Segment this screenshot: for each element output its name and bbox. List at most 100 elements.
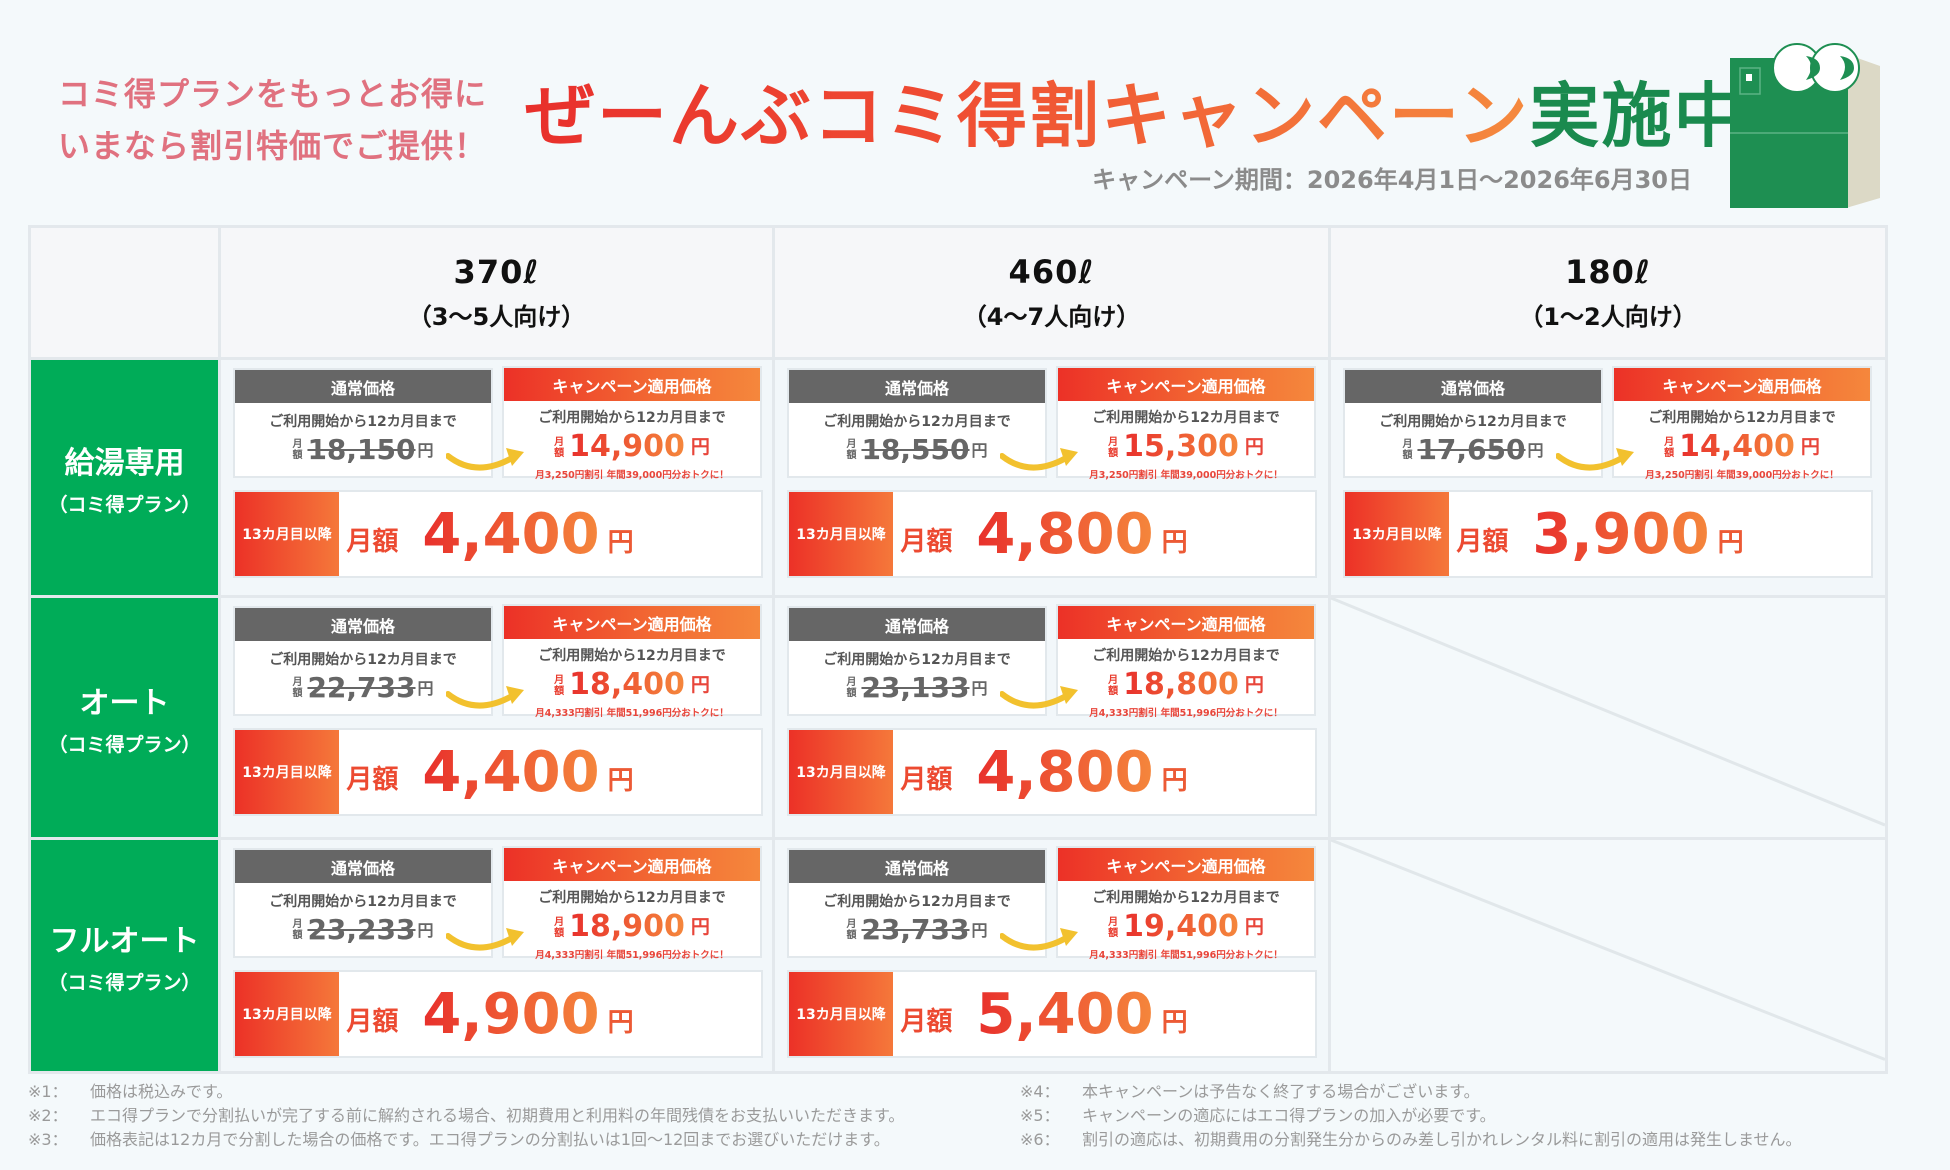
row-name: フルオート: [49, 924, 200, 959]
yen-unit: 円: [1244, 436, 1264, 458]
plan-cell: 通常価格 ご利用開始から12カ月目まで 月額 18,150 円 キャンペーン適用…: [221, 360, 775, 598]
campaign-price-box: キャンペーン適用価格 ご利用開始から12カ月目まで 月額 18,900 円 月4…: [502, 846, 762, 961]
arrow-icon: [1000, 448, 1078, 471]
capacity-label: 370ℓ: [453, 253, 540, 291]
arrow-icon: [446, 448, 524, 471]
row-name: 給湯専用: [64, 446, 185, 481]
campaign-price-value: 18,900: [569, 909, 685, 944]
after-13-months-tag: 13カ月目以降: [235, 492, 339, 576]
arrow-icon: [1000, 686, 1078, 709]
normal-price-header: 通常価格: [235, 608, 491, 641]
monthly-vertical-label: 月額: [1402, 439, 1413, 461]
after-13-months-box: 13カ月目以降 月額 5,400 円: [787, 970, 1317, 1058]
plan-cell: 通常価格 ご利用開始から12カ月目まで 月額 23,733 円 キャンペーン適用…: [775, 840, 1331, 1071]
refrigerator-mascot-icon: [1728, 38, 1888, 208]
yen-unit: 円: [1527, 441, 1544, 460]
yen-unit: 円: [1161, 1007, 1188, 1038]
plan-cell: 通常価格 ご利用開始から12カ月目まで 月額 17,650 円 キャンペーン適用…: [1331, 360, 1885, 598]
after-13-price-value: 5,400: [976, 981, 1154, 1047]
row-plan: （コミ得プラン）: [48, 972, 201, 994]
period-label: ご利用開始から12カ月目まで: [823, 414, 1011, 430]
yen-unit: 円: [690, 674, 710, 696]
normal-price-header: 通常価格: [789, 850, 1045, 883]
row-name: オート: [79, 686, 170, 721]
arrow-icon: [446, 686, 524, 709]
campaign-price-header: キャンペーン適用価格: [1614, 368, 1870, 401]
campaign-price-header: キャンペーン適用価格: [504, 368, 760, 401]
after-13-price-value: 3,900: [1532, 501, 1710, 567]
after-13-price-value: 4,800: [976, 501, 1154, 567]
yen-unit: 円: [607, 1007, 634, 1038]
campaign-price-box: キャンペーン適用価格 ご利用開始から12カ月目まで 月額 18,400 円 月4…: [502, 604, 762, 719]
after-13-months-tag: 13カ月目以降: [789, 492, 893, 576]
footnote: ※3： 価格表記は12カ月で分割した場合の価格です。エコ得プランの分割払いは1回〜…: [28, 1130, 890, 1149]
monthly-label: 月額: [900, 526, 953, 557]
row-label-fullauto: フルオート （コミ得プラン）: [31, 840, 221, 1071]
period-label: ご利用開始から12カ月目まで: [538, 890, 726, 906]
monthly-vertical-label: 月額: [1108, 437, 1119, 459]
campaign-price-box: キャンペーン適用価格 ご利用開始から12カ月目まで 月額 18,800 円 月4…: [1056, 604, 1316, 719]
column-header-180: 180ℓ （1〜2人向け）: [1331, 228, 1885, 360]
savings-note: 月4,333円割引 年間51,996円分おトクに！: [535, 708, 729, 719]
monthly-vertical-label: 月額: [1664, 437, 1675, 459]
campaign-price-header: キャンペーン適用価格: [1058, 848, 1314, 881]
footnote: ※2： エコ得プランで分割払いが完了する前に解約される場合、初期費用と利用料の年間…: [28, 1106, 905, 1125]
column-header-370: 370ℓ （3〜5人向け）: [221, 228, 775, 360]
normal-price-box: 通常価格 ご利用開始から12カ月目まで 月額 23,233 円: [233, 848, 493, 958]
period-label: ご利用開始から12カ月目まで: [823, 894, 1011, 910]
monthly-vertical-label: 月額: [1108, 917, 1119, 939]
yen-unit: 円: [607, 765, 634, 796]
plan-cell: 通常価格 ご利用開始から12カ月目まで 月額 23,233 円 キャンペーン適用…: [221, 840, 775, 1071]
arrow-icon: [446, 928, 524, 951]
campaign-price-value: 15,300: [1123, 429, 1239, 464]
yen-unit: 円: [971, 921, 988, 940]
monthly-label: 月額: [346, 1006, 399, 1037]
monthly-vertical-label: 月額: [846, 919, 857, 941]
arrow-icon: [1556, 448, 1634, 471]
campaign-price-box: キャンペーン適用価格 ご利用開始から12カ月目まで 月額 15,300 円 月3…: [1056, 366, 1316, 481]
after-13-months-tag: 13カ月目以降: [789, 730, 893, 814]
row-plan: （コミ得プラン）: [48, 734, 201, 756]
normal-price-box: 通常価格 ご利用開始から12カ月目まで 月額 18,550 円: [787, 368, 1047, 478]
after-13-price-value: 4,900: [422, 981, 600, 1047]
footnote: ※6： 割引の適応は、初期費用の分割発生分からのみ差し引かれレンタル料に割引の適用…: [1020, 1130, 1802, 1149]
plan-cell: 通常価格 ご利用開始から12カ月目まで 月額 23,133 円 キャンペーン適用…: [775, 598, 1331, 840]
savings-note: 月4,333円割引 年間51,996円分おトクに！: [1089, 950, 1283, 961]
monthly-vertical-label: 月額: [554, 437, 565, 459]
household-label: （4〜7人向け）: [962, 303, 1141, 331]
period-label: ご利用開始から12カ月目まで: [1092, 410, 1280, 426]
monthly-vertical-label: 月額: [292, 439, 303, 461]
normal-price-box: 通常価格 ご利用開始から12カ月目まで 月額 18,150 円: [233, 368, 493, 478]
after-13-months-box: 13カ月目以降 月額 4,900 円: [233, 970, 763, 1058]
savings-note: 月3,250円割引 年間39,000円分おトクに！: [535, 470, 729, 481]
period-label: ご利用開始から12カ月目まで: [1092, 890, 1280, 906]
normal-price-value: 23,133: [861, 671, 970, 704]
yen-unit: 円: [1161, 765, 1188, 796]
normal-price-header: 通常価格: [789, 370, 1045, 403]
normal-price-header: 通常価格: [235, 850, 491, 883]
yen-unit: 円: [1717, 527, 1744, 558]
after-13-price-value: 4,400: [422, 739, 600, 805]
after-13-months-tag: 13カ月目以降: [235, 730, 339, 814]
savings-note: 月3,250円割引 年間39,000円分おトクに！: [1645, 470, 1839, 481]
campaign-price-header: キャンペーン適用価格: [1058, 606, 1314, 639]
yen-unit: 円: [690, 916, 710, 938]
price-table: 370ℓ （3〜5人向け） 460ℓ （4〜7人向け） 180ℓ （1〜2人向け…: [28, 225, 1888, 1074]
yen-unit: 円: [690, 436, 710, 458]
monthly-vertical-label: 月額: [1108, 675, 1119, 697]
after-13-months-tag: 13カ月目以降: [235, 972, 339, 1056]
normal-price-box: 通常価格 ご利用開始から12カ月目まで 月額 22,733 円: [233, 606, 493, 716]
monthly-label: 月額: [1456, 526, 1509, 557]
corner-cell: [31, 228, 221, 360]
tagline-line-2: いまなら割引特価でご提供！: [58, 127, 488, 165]
period-label: ご利用開始から12カ月目まで: [1379, 414, 1567, 430]
normal-price-header: 通常価格: [235, 370, 491, 403]
normal-price-box: 通常価格 ご利用開始から12カ月目まで 月額 23,733 円: [787, 848, 1047, 958]
campaign-title: ぜーんぶコミ得割キャンペーン実施中！: [525, 74, 1818, 158]
yen-unit: 円: [1244, 916, 1264, 938]
campaign-price-box: キャンペーン適用価格 ご利用開始から12カ月目まで 月額 19,400 円 月4…: [1056, 846, 1316, 961]
monthly-label: 月額: [346, 764, 399, 795]
monthly-vertical-label: 月額: [554, 675, 565, 697]
monthly-label: 月額: [346, 526, 399, 557]
normal-price-value: 18,550: [861, 433, 970, 466]
